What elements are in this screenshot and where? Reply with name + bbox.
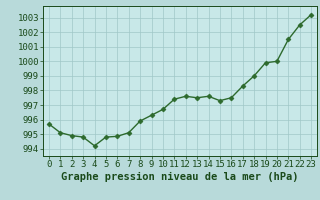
X-axis label: Graphe pression niveau de la mer (hPa): Graphe pression niveau de la mer (hPa) [61, 172, 299, 182]
